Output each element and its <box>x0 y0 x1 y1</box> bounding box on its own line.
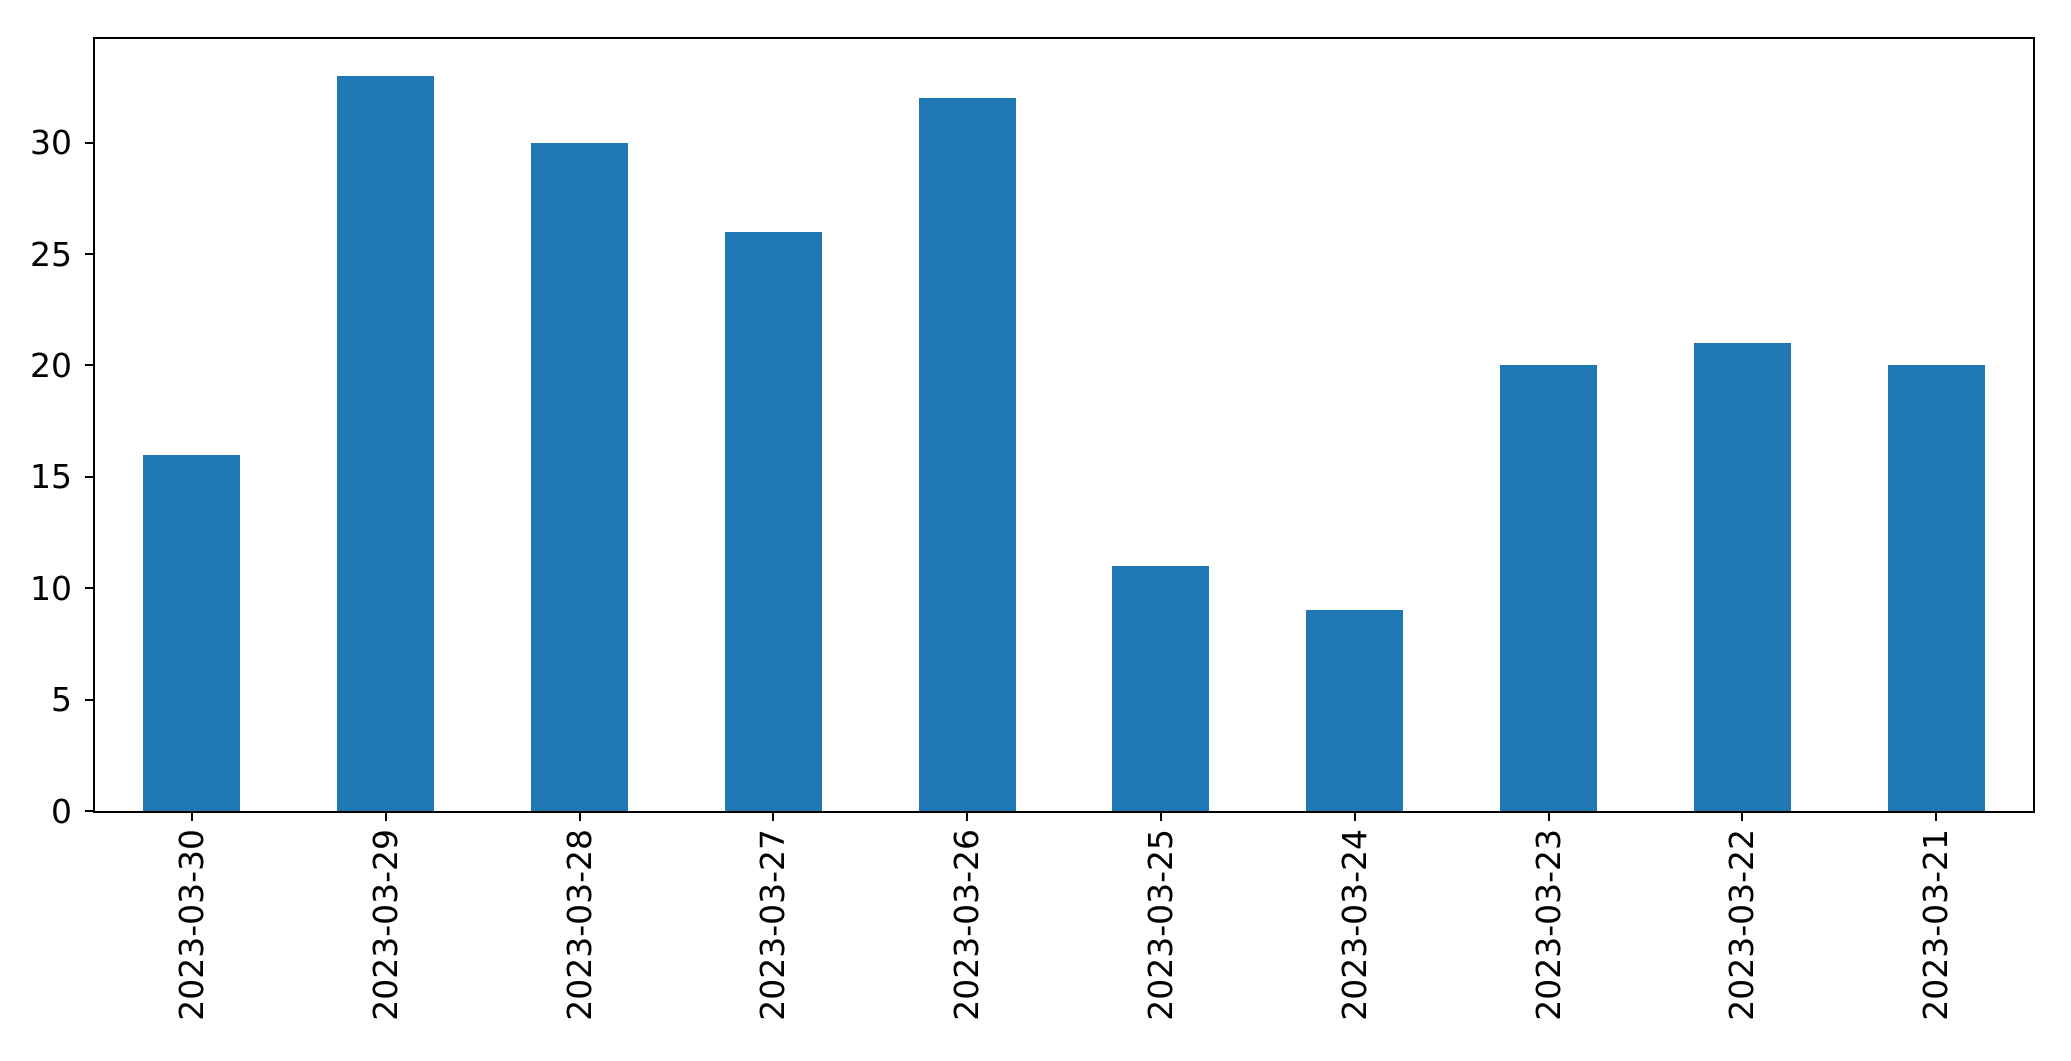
y-tick-label: 0 <box>51 791 72 831</box>
y-tick-mark <box>85 587 95 590</box>
x-tick-label: 2023-03-29 <box>365 829 405 1021</box>
y-tick-mark <box>85 475 95 478</box>
y-tick-label: 5 <box>51 680 72 720</box>
x-tick-mark <box>1935 811 1938 821</box>
y-tick-mark <box>85 698 95 701</box>
x-tick-label: 2023-03-26 <box>947 829 987 1021</box>
x-tick-mark <box>1547 811 1550 821</box>
x-tick-mark <box>772 811 775 821</box>
x-tick-label: 2023-03-28 <box>559 829 599 1021</box>
x-tick-label: 2023-03-23 <box>1528 829 1568 1021</box>
y-tick-label: 10 <box>30 568 72 608</box>
y-tick-mark <box>85 253 95 255</box>
bar-2023-03-21 <box>1887 365 1985 811</box>
x-tick-mark <box>966 811 969 821</box>
x-tick-label: 2023-03-24 <box>1334 829 1374 1021</box>
x-tick-mark <box>384 811 387 821</box>
y-tick-mark <box>85 810 95 812</box>
y-tick-label: 20 <box>30 345 72 385</box>
bar-2023-03-25 <box>1112 565 1210 811</box>
y-tick-label: 15 <box>30 457 72 497</box>
x-tick-mark <box>1741 811 1744 821</box>
bar-2023-03-26 <box>918 98 1016 811</box>
y-tick-mark <box>85 141 95 144</box>
y-tick-label: 25 <box>30 234 72 274</box>
y-tick-label: 30 <box>30 123 72 163</box>
x-tick-label: 2023-03-21 <box>1916 829 1956 1021</box>
bar-2023-03-22 <box>1693 343 1791 811</box>
bar-2023-03-24 <box>1306 610 1404 811</box>
x-tick-label: 2023-03-30 <box>171 829 211 1021</box>
x-tick-label: 2023-03-27 <box>753 829 793 1021</box>
x-tick-mark <box>578 811 581 821</box>
y-tick-mark <box>85 364 95 367</box>
x-tick-mark <box>190 811 193 821</box>
x-tick-label: 2023-03-25 <box>1140 829 1180 1021</box>
bar-2023-03-23 <box>1500 365 1597 811</box>
x-tick-label: 2023-03-22 <box>1722 829 1762 1021</box>
x-tick-mark <box>1159 811 1162 821</box>
bar-2023-03-27 <box>724 231 822 811</box>
x-tick-mark <box>1353 811 1356 821</box>
bar-2023-03-29 <box>337 75 435 811</box>
bar-2023-03-30 <box>143 454 241 811</box>
bar-2023-03-28 <box>531 142 628 811</box>
